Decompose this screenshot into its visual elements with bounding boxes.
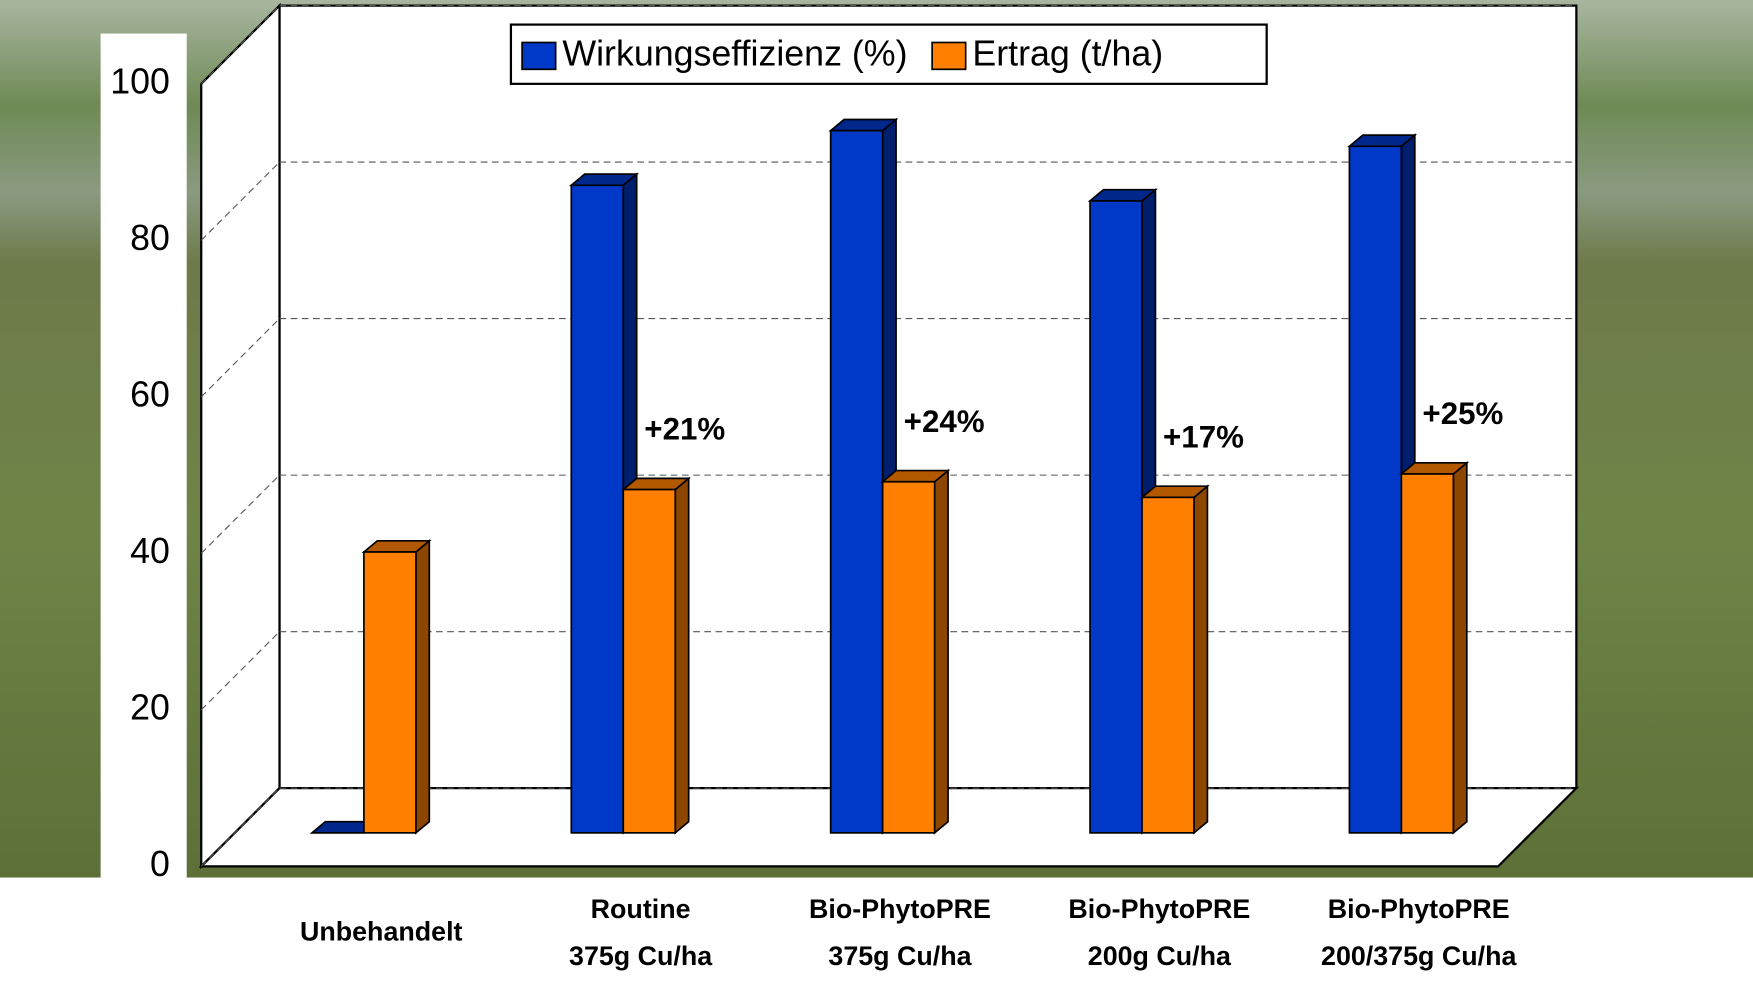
y-tick-label: 100 <box>110 61 170 101</box>
grid-line <box>200 474 280 554</box>
bar <box>829 129 884 834</box>
annotation: +17% <box>1163 420 1244 455</box>
bar <box>363 551 417 834</box>
label-area <box>0 877 1753 981</box>
x-tick-label: 375g Cu/ha <box>569 941 713 971</box>
legend-label: Ertrag (t/ha) <box>972 33 1163 73</box>
y-tick-label: 20 <box>130 687 170 727</box>
x-tick-label: 200g Cu/ha <box>1088 941 1232 971</box>
bar <box>1141 496 1195 834</box>
x-tick-label: Bio-PhytoPRE <box>809 894 991 924</box>
bar-side <box>415 539 431 835</box>
bar <box>1089 200 1143 834</box>
side-wall <box>200 2 281 870</box>
annotation: +24% <box>904 404 985 439</box>
legend-swatch <box>931 41 967 71</box>
grid-line <box>200 5 280 85</box>
y-tick-label: 40 <box>130 531 170 571</box>
annotation: +25% <box>1422 396 1503 431</box>
y-tick-label: 0 <box>150 844 170 884</box>
axis-panel <box>100 33 187 878</box>
bar <box>622 488 677 834</box>
y-tick-label: 60 <box>130 374 170 414</box>
legend-label: Wirkungseffizienz (%) <box>562 33 907 73</box>
x-tick-label: Unbehandelt <box>300 917 463 947</box>
grid-line <box>200 787 280 867</box>
bar <box>1400 473 1455 834</box>
annotation: +21% <box>644 412 725 447</box>
y-tick-label: 80 <box>130 218 170 258</box>
bar-side <box>1193 484 1209 835</box>
x-tick-label: 375g Cu/ha <box>828 941 972 971</box>
x-tick-label: Bio-PhytoPRE <box>1068 894 1250 924</box>
grid-line <box>200 631 280 711</box>
bar-side <box>933 468 949 835</box>
legend-swatch <box>521 41 557 71</box>
bar <box>570 184 625 834</box>
x-tick-label: Routine <box>591 894 691 924</box>
x-tick-label: 200/375g Cu/ha <box>1321 941 1517 971</box>
grid-line <box>200 318 280 398</box>
bar-side <box>1452 461 1468 835</box>
grid-line <box>200 161 280 241</box>
bar <box>881 480 936 834</box>
legend <box>509 23 1268 85</box>
bar <box>1348 145 1403 834</box>
bar-side <box>674 476 690 835</box>
x-tick-label: Bio-PhytoPRE <box>1328 894 1510 924</box>
